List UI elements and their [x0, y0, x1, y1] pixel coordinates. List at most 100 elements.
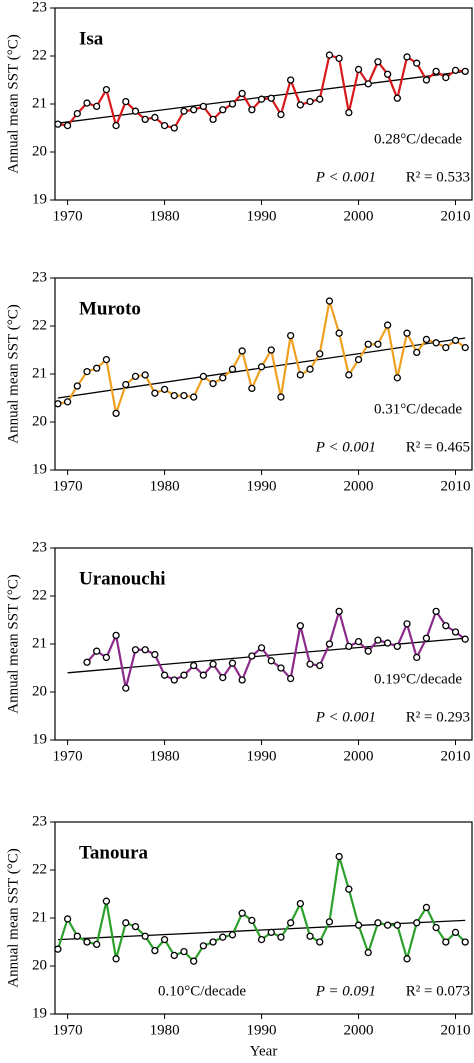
data-point	[83, 367, 91, 376]
data-point	[151, 113, 159, 122]
data-point	[287, 919, 295, 927]
x-tick-label: 1990	[247, 208, 277, 224]
series-line	[56, 856, 466, 963]
data-point	[287, 674, 295, 683]
data-point	[257, 935, 266, 944]
data-point	[383, 921, 392, 929]
data-point	[141, 646, 149, 654]
data-point	[325, 51, 334, 59]
data-point	[442, 938, 450, 946]
data-point	[374, 919, 382, 927]
panel-title: Isa	[79, 28, 104, 49]
x-tick-label: 1980	[150, 1022, 180, 1038]
data-point	[345, 108, 353, 117]
data-point	[257, 95, 266, 103]
data-point	[383, 321, 392, 329]
data-point	[199, 942, 208, 950]
data-point	[461, 343, 469, 352]
x-tick-label: 1970	[53, 208, 83, 224]
data-point	[422, 76, 431, 84]
data-point	[325, 918, 334, 926]
data-point	[277, 933, 285, 941]
data-point	[316, 350, 324, 358]
y-tick-label: 20	[32, 957, 47, 973]
data-point	[267, 346, 275, 354]
data-point	[160, 121, 169, 130]
data-point	[199, 102, 208, 111]
x-tick-label: 2000	[344, 1022, 374, 1038]
y-tick-label: 19	[32, 191, 47, 207]
panel: 19 20 21 22 23 1970 1980 1990 2000 2010 Annual mea…	[5, 813, 473, 1059]
data-point	[238, 676, 246, 684]
data-point	[131, 922, 140, 931]
data-point	[345, 885, 353, 893]
data-point	[413, 59, 421, 67]
data-point	[267, 94, 275, 102]
data-point	[63, 398, 72, 406]
x-tick-label: 2010	[441, 208, 471, 224]
data-point	[219, 673, 227, 682]
data-point	[413, 653, 421, 662]
data-point	[345, 642, 353, 651]
y-tick-label: 20	[32, 413, 47, 429]
y-tick-label: 22	[32, 317, 47, 333]
data-point	[257, 363, 266, 371]
data-point	[160, 385, 169, 394]
data-point	[316, 661, 324, 670]
data-point	[131, 646, 140, 654]
x-tick-label: 2010	[441, 748, 471, 764]
x-tick-label: 1990	[247, 478, 277, 494]
data-point	[122, 380, 130, 389]
data-point	[83, 938, 91, 946]
data-point	[219, 933, 227, 941]
data-point	[451, 628, 460, 636]
data-point	[151, 650, 159, 659]
x-tick-label: 2000	[344, 208, 374, 224]
data-point	[354, 921, 363, 929]
data-point	[73, 932, 81, 940]
y-tick-label: 22	[32, 861, 47, 877]
slope-annotation: 0.19°C/decade	[374, 671, 462, 687]
data-point	[83, 99, 91, 107]
y-axis-label: Annual mean SST (°C)	[5, 34, 21, 173]
x-tick-label: 1980	[150, 748, 180, 764]
data-point	[374, 636, 382, 644]
data-point	[102, 85, 111, 94]
data-point	[267, 928, 275, 937]
x-tick-label: 2010	[441, 1022, 471, 1038]
data-point	[170, 124, 178, 132]
data-point	[393, 94, 401, 102]
panel-title: Uranouchi	[79, 568, 166, 589]
data-point	[374, 58, 382, 66]
data-point	[54, 400, 62, 408]
data-point	[141, 371, 149, 379]
data-point	[93, 364, 101, 372]
data-point	[316, 938, 324, 946]
data-point	[364, 340, 372, 348]
data-point	[461, 938, 469, 946]
x-tick-label: 2010	[441, 478, 471, 494]
y-tick-label: 23	[32, 0, 47, 15]
data-point	[141, 932, 149, 940]
data-point	[170, 391, 178, 400]
r-squared: R² = 0.073	[406, 983, 470, 999]
data-point	[209, 379, 217, 388]
series-line	[86, 607, 466, 689]
data-point	[442, 622, 450, 630]
data-point	[190, 957, 198, 965]
data-point	[93, 102, 101, 111]
data-point	[403, 955, 411, 963]
data-point	[238, 909, 246, 917]
data-point	[451, 336, 460, 345]
data-point	[228, 100, 237, 108]
data-point	[364, 80, 372, 88]
data-point	[335, 329, 343, 337]
x-tick-label: 1970	[53, 1022, 83, 1038]
y-axis-label: Annual mean SST (°C)	[5, 848, 21, 987]
data-point	[122, 919, 130, 927]
data-point	[238, 347, 246, 355]
data-point	[345, 371, 353, 379]
data-point	[248, 916, 256, 925]
data-point	[219, 106, 227, 114]
data-point	[54, 120, 62, 128]
